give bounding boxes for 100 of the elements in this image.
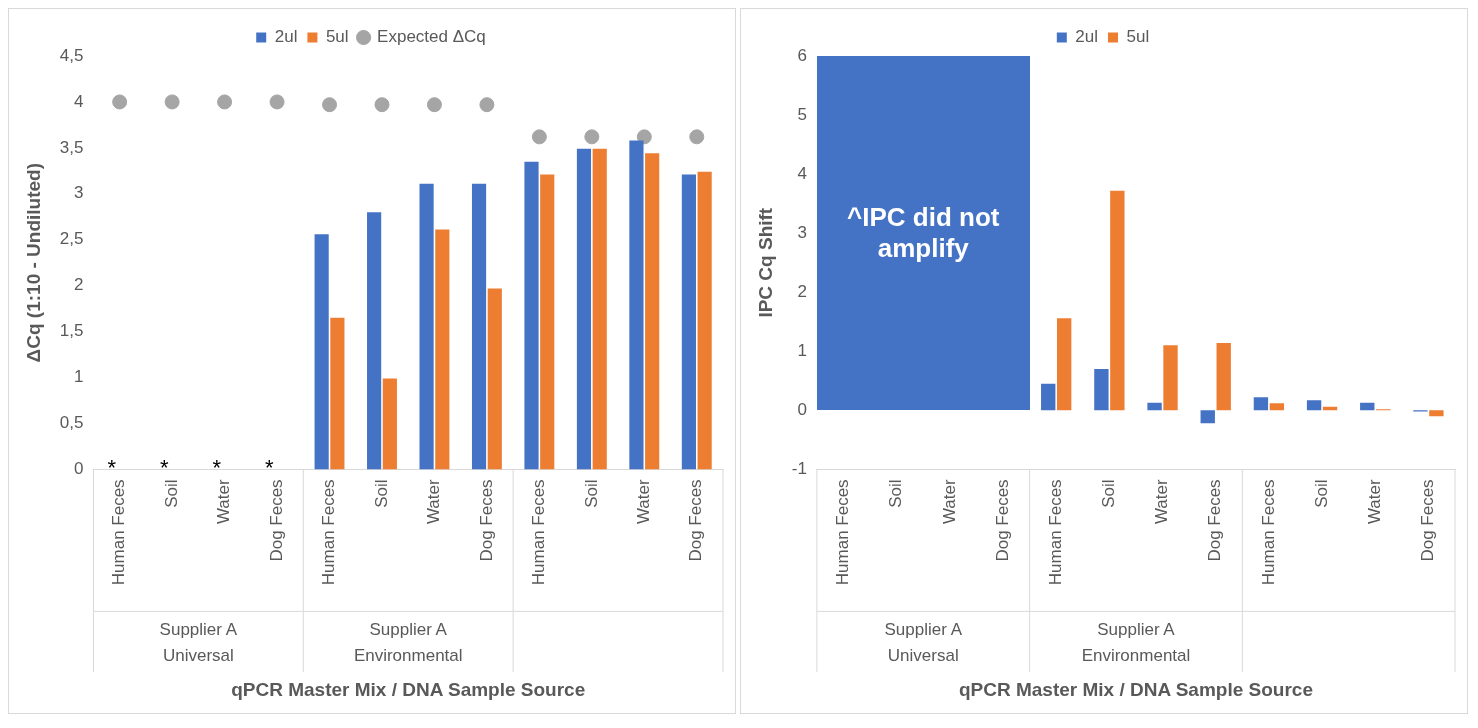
- text: *: [264, 455, 274, 481]
- bar: [1041, 383, 1056, 411]
- legend-label: 5ul: [325, 27, 349, 47]
- x-tick-label: Human Feces: [109, 479, 129, 586]
- bar: [576, 148, 592, 470]
- bar: [1306, 400, 1322, 411]
- bar: [330, 317, 345, 470]
- bar: [382, 378, 397, 470]
- text: Supplier A Universal: [159, 619, 238, 665]
- text: Supplier A Universal: [884, 619, 963, 665]
- x-tick-label: Soil: [161, 479, 181, 508]
- x-tick-label: Human Feces: [319, 479, 339, 586]
- bar: [1253, 397, 1269, 411]
- note-box: ^IPC did not amplify: [816, 56, 1030, 411]
- x-tick-label: Soil: [1311, 479, 1331, 508]
- point: [479, 97, 495, 113]
- x-tick-label: Human Feces: [1045, 479, 1065, 586]
- y-axis-title: IPC Cq Shift: [754, 207, 776, 318]
- point: [374, 97, 390, 113]
- point: [426, 97, 442, 113]
- y-tick-label: 4: [73, 91, 84, 111]
- x-tick-label: Water: [214, 479, 234, 525]
- bar: [1429, 410, 1444, 417]
- x-tick-label: Soil: [371, 479, 391, 508]
- y-tick-label: 1: [797, 340, 807, 360]
- bar: [697, 171, 712, 470]
- bar: [435, 229, 450, 470]
- x-tick-label: Water: [424, 479, 444, 525]
- bar: [1216, 343, 1231, 411]
- y-tick-label: 6: [797, 45, 807, 65]
- point: [636, 129, 652, 145]
- bar: [1110, 190, 1125, 411]
- x-tick-label: Dog Feces: [266, 479, 286, 562]
- x-tick-label: Human Feces: [1258, 479, 1278, 586]
- annotation: ^IPC did not amplify: [846, 202, 1001, 265]
- x-tick-label: Soil: [581, 479, 601, 508]
- bar: [592, 148, 607, 470]
- x-axis-title: qPCR Master Mix / DNA Sample Source: [958, 678, 1313, 700]
- bar: [419, 183, 434, 470]
- y-tick-label: 2: [73, 275, 84, 295]
- x-tick-label: Dog Feces: [1205, 479, 1225, 562]
- bar: [1163, 345, 1178, 411]
- y-tick-label: 0,5: [59, 413, 84, 433]
- x-tick-label: Soil: [886, 479, 906, 508]
- bar: [487, 288, 502, 470]
- y-tick-label: 1: [73, 367, 84, 387]
- legend-label: Expected ΔCq: [377, 27, 486, 47]
- y-tick-label: 0: [73, 459, 84, 479]
- text: Supplier A Environmental: [1081, 619, 1191, 665]
- point: [322, 97, 338, 113]
- y-tick-label: -1: [791, 459, 807, 479]
- y-tick-label: 3,5: [59, 137, 84, 157]
- x-tick-label: Dog Feces: [686, 479, 706, 562]
- bar: [314, 234, 329, 470]
- bar: [645, 153, 660, 470]
- x-tick-label: Dog Feces: [476, 479, 496, 562]
- point: [112, 94, 128, 110]
- bar: [1200, 410, 1215, 424]
- text: *: [159, 455, 169, 481]
- bar: [367, 212, 382, 470]
- legend-label: 2ul: [274, 27, 298, 47]
- y-axis-title: ΔCq (1:10 - Undiluted): [22, 162, 44, 363]
- bar: [1147, 402, 1162, 411]
- text: Supplier A Environmental: [353, 619, 463, 665]
- bar: [1269, 403, 1285, 411]
- x-tick-label: Water: [1364, 479, 1384, 525]
- point: [689, 129, 705, 145]
- point: [531, 129, 547, 145]
- y-tick-label: 2,5: [59, 229, 84, 249]
- x-tick-label: Water: [1152, 479, 1172, 525]
- bar: [629, 140, 644, 470]
- y-tick-label: 4,5: [59, 45, 84, 65]
- text: *: [107, 455, 117, 481]
- y-tick-label: 5: [797, 104, 807, 124]
- y-tick-label: 4: [797, 163, 807, 183]
- bar: [471, 183, 487, 470]
- bar: [524, 161, 539, 470]
- bar: [681, 174, 696, 470]
- y-tick-label: 2: [797, 281, 807, 301]
- point: [164, 94, 180, 110]
- y-tick-label: 0: [797, 400, 807, 420]
- x-tick-label: Dog Feces: [1418, 479, 1438, 562]
- bar: [1056, 318, 1072, 411]
- bar: [1094, 368, 1109, 411]
- legend-label: 5ul: [1126, 27, 1150, 47]
- x-tick-label: Dog Feces: [992, 479, 1012, 562]
- y-tick-label: 1,5: [59, 321, 84, 341]
- y-tick-label: 3: [797, 222, 807, 242]
- point: [217, 94, 233, 110]
- x-axis-title: qPCR Master Mix / DNA Sample Source: [231, 678, 586, 700]
- x-tick-label: Human Feces: [529, 479, 549, 586]
- legend-label: 2ul: [1075, 27, 1098, 47]
- y-tick-label: 3: [73, 183, 84, 203]
- point: [269, 94, 285, 110]
- x-tick-label: Water: [939, 479, 959, 525]
- x-tick-label: Soil: [1099, 479, 1119, 508]
- x-tick-label: Water: [633, 479, 653, 525]
- x-tick-label: Human Feces: [833, 479, 853, 586]
- point: [584, 129, 600, 145]
- bar: [540, 174, 555, 470]
